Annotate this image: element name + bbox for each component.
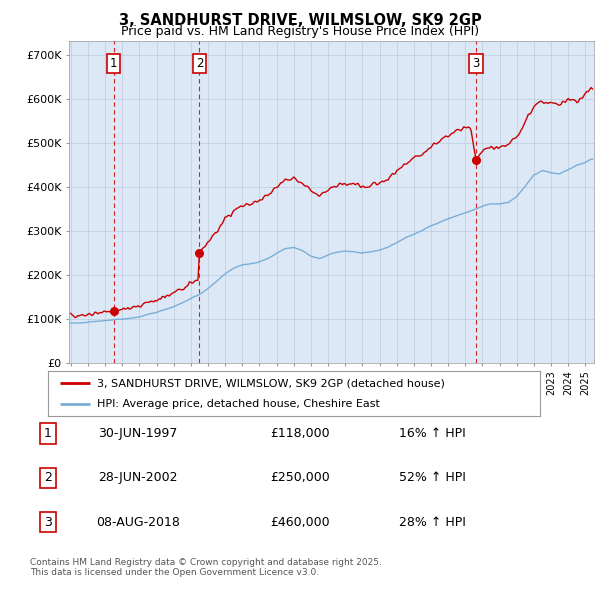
Text: £460,000: £460,000 xyxy=(270,516,330,529)
Text: 3, SANDHURST DRIVE, WILMSLOW, SK9 2GP: 3, SANDHURST DRIVE, WILMSLOW, SK9 2GP xyxy=(119,13,481,28)
Text: 3, SANDHURST DRIVE, WILMSLOW, SK9 2GP (detached house): 3, SANDHURST DRIVE, WILMSLOW, SK9 2GP (d… xyxy=(97,378,445,388)
Text: 28% ↑ HPI: 28% ↑ HPI xyxy=(398,516,466,529)
Text: 2: 2 xyxy=(44,471,52,484)
Text: 3: 3 xyxy=(472,57,479,70)
Text: £250,000: £250,000 xyxy=(270,471,330,484)
Text: 28-JUN-2002: 28-JUN-2002 xyxy=(98,471,178,484)
Text: HPI: Average price, detached house, Cheshire East: HPI: Average price, detached house, Ches… xyxy=(97,399,380,409)
Text: 08-AUG-2018: 08-AUG-2018 xyxy=(96,516,180,529)
Text: 52% ↑ HPI: 52% ↑ HPI xyxy=(398,471,466,484)
Text: 16% ↑ HPI: 16% ↑ HPI xyxy=(398,427,466,440)
Text: 2: 2 xyxy=(196,57,203,70)
Text: 1: 1 xyxy=(44,427,52,440)
Text: Contains HM Land Registry data © Crown copyright and database right 2025.
This d: Contains HM Land Registry data © Crown c… xyxy=(30,558,382,577)
Text: Price paid vs. HM Land Registry's House Price Index (HPI): Price paid vs. HM Land Registry's House … xyxy=(121,25,479,38)
Text: 3: 3 xyxy=(44,516,52,529)
Text: 30-JUN-1997: 30-JUN-1997 xyxy=(98,427,178,440)
Text: £118,000: £118,000 xyxy=(270,427,330,440)
Text: 1: 1 xyxy=(110,57,118,70)
